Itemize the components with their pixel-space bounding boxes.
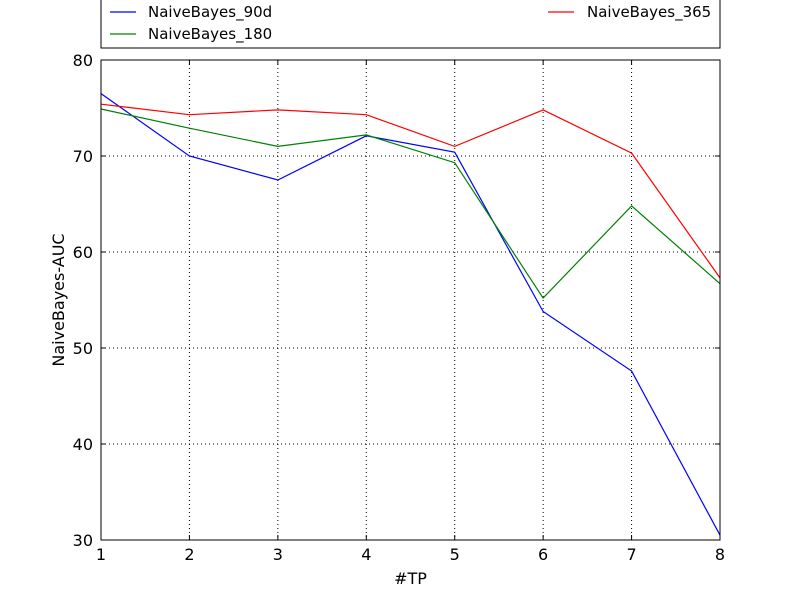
y-tick-label: 60 [73, 243, 93, 262]
x-tick-label: 1 [96, 545, 106, 564]
x-tick-label: 5 [450, 545, 460, 564]
series-line-2 [100, 103, 721, 279]
x-tick-label: 3 [273, 545, 283, 564]
y-tick-label: 70 [73, 147, 93, 166]
series-line-0 [100, 93, 721, 536]
y-tick-label: 40 [73, 435, 93, 454]
legend-label-0: NaiveBayes_90d [148, 3, 272, 22]
series-lines [100, 93, 721, 536]
grid [101, 60, 720, 540]
y-tick-label: 50 [73, 339, 93, 358]
y-axis-label: NaiveBayes-AUC [49, 233, 68, 366]
legend-label-2: NaiveBayes_365 [587, 3, 711, 22]
legend-label-1: NaiveBayes_180 [148, 25, 272, 44]
y-tick-label: 30 [73, 531, 93, 550]
x-tick-label: 6 [538, 545, 548, 564]
plot-frame [100, 59, 721, 541]
x-axis-label: #TP [394, 569, 427, 588]
x-tick-label: 7 [626, 545, 636, 564]
y-tick-label: 80 [73, 51, 93, 70]
x-tick-label: 4 [361, 545, 371, 564]
x-tick-label: 8 [715, 545, 725, 564]
legend: NaiveBayes_90d NaiveBayes_180 NaiveBayes_3… [100, 0, 721, 49]
legend-box [100, 0, 721, 49]
series-line-1 [100, 108, 721, 300]
ticks: 1 2 3 4 5 6 7 8 30 40 50 60 70 80 [73, 51, 725, 564]
x-tick-label: 2 [184, 545, 194, 564]
